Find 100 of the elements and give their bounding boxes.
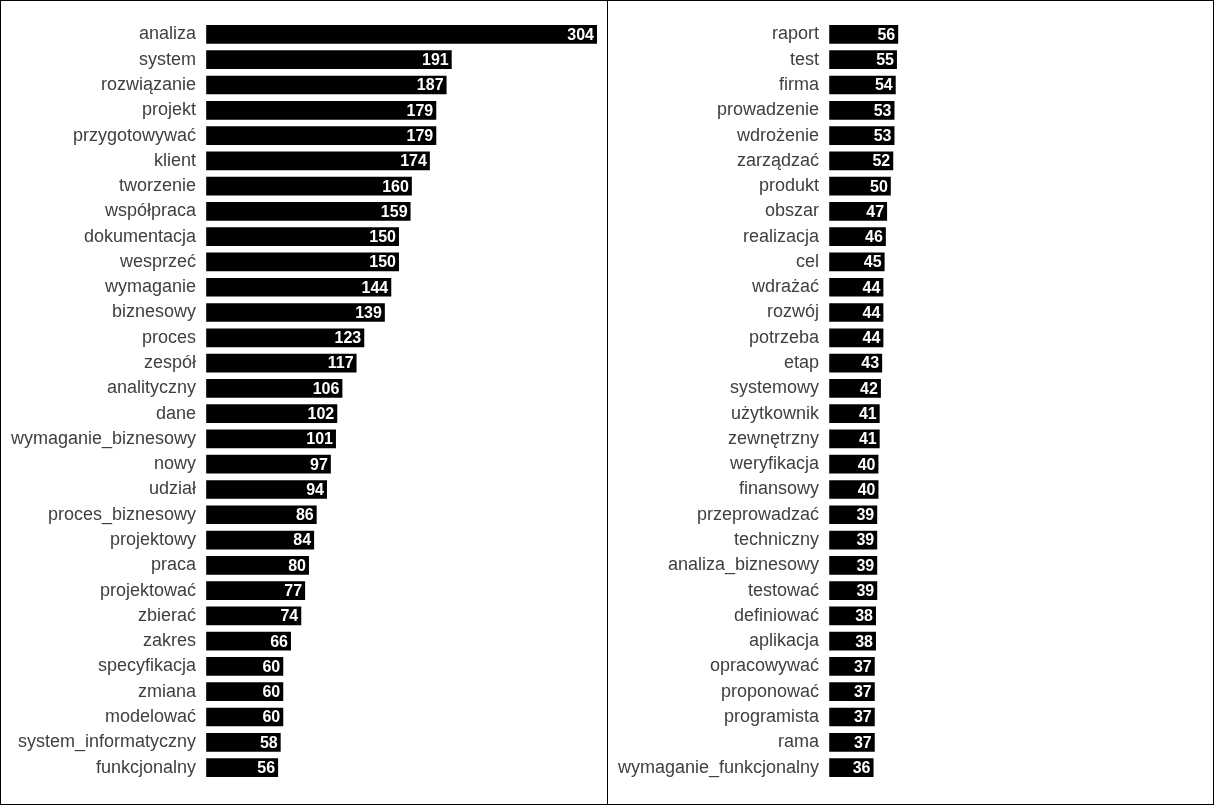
y-tick-label: zarządzać (736, 149, 819, 170)
y-tick-label: wdrażać (750, 276, 819, 297)
y-tick-label: obszar (764, 200, 819, 221)
bar (206, 631, 291, 651)
data-label: 52 (871, 152, 890, 170)
y-tick-label: specyfikacja (98, 655, 198, 676)
y-tick-label: rama (777, 731, 820, 752)
data-label: 187 (416, 76, 444, 94)
data-label: 174 (400, 152, 427, 170)
data-label: 60 (262, 708, 281, 726)
y-tick-label: raport (771, 23, 819, 44)
data-label: 86 (295, 506, 314, 524)
y-tick-label: przygotowywać (73, 124, 197, 145)
y-tick-label: definiować (733, 604, 819, 625)
y-tick-label: współpraca (104, 200, 198, 221)
y-tick-label: rozwiązanie (101, 73, 197, 94)
y-tick-label: rozwój (766, 301, 819, 322)
y-tick-label: proponować (720, 680, 819, 701)
bar (206, 202, 411, 221)
y-tick-label: etap (783, 352, 819, 373)
y-tick-label: zespół (144, 352, 197, 373)
y-tick-label: dokumentacja (84, 225, 198, 246)
data-label: 40 (857, 480, 876, 498)
data-label: 53 (873, 126, 892, 144)
y-tick-label: programista (723, 705, 820, 726)
y-tick-label: realizacja (742, 225, 820, 246)
y-tick-label: tworzenie (119, 175, 197, 196)
bar (206, 50, 452, 70)
bar (206, 379, 343, 398)
data-label: 39 (855, 556, 874, 574)
y-tick-label: produkt (758, 175, 819, 196)
data-label: 36 (852, 758, 871, 776)
data-label: 56 (876, 25, 895, 43)
data-label: 38 (854, 607, 873, 625)
data-label: 37 (853, 657, 872, 675)
bar (206, 100, 437, 120)
data-label: 37 (853, 683, 872, 701)
data-label: 39 (855, 582, 874, 600)
bar (206, 176, 412, 196)
data-label: 106 (312, 379, 340, 397)
data-label: 179 (406, 101, 434, 119)
data-label: 39 (855, 531, 874, 549)
data-label: 97 (310, 455, 328, 473)
data-label: 43 (860, 354, 879, 372)
y-tick-label: wymaganie (104, 276, 197, 297)
bar (206, 75, 447, 95)
data-label: 139 (355, 303, 382, 321)
bar (206, 328, 365, 348)
y-tick-label: wymaganie_biznesowy (9, 427, 197, 449)
y-tick-label: nowy (154, 453, 197, 474)
bar (206, 252, 399, 272)
y-tick-label: testować (747, 579, 819, 600)
data-label: 47 (865, 202, 884, 220)
bar (206, 555, 309, 575)
data-label: 150 (369, 253, 397, 271)
data-label: 56 (257, 758, 276, 776)
data-label: 60 (262, 683, 281, 701)
y-tick-label: wdrożenie (735, 124, 819, 145)
bar (206, 404, 338, 423)
data-label: 46 (864, 228, 883, 246)
y-tick-label: techniczny (733, 529, 819, 550)
data-label: 37 (853, 733, 872, 751)
y-tick-label: analiza_biznesowy (667, 554, 819, 576)
y-tick-label: test (789, 48, 819, 69)
data-label: 41 (858, 430, 877, 448)
bar (206, 480, 327, 499)
data-label: 77 (284, 582, 303, 600)
y-tick-label: system (139, 48, 197, 69)
bar (206, 303, 385, 322)
data-label: 54 (874, 76, 893, 94)
data-label: 38 (854, 632, 873, 650)
y-tick-label: funkcjonalny (96, 756, 197, 777)
bar (206, 505, 317, 525)
data-label: 66 (270, 632, 289, 650)
y-tick-label: praca (151, 554, 198, 575)
y-tick-label: projektowy (110, 529, 197, 550)
bar (206, 581, 306, 600)
y-tick-label: wesprzeć (119, 250, 197, 271)
data-label: 39 (855, 506, 874, 524)
data-label: 150 (369, 228, 397, 246)
data-label: 42 (859, 379, 878, 397)
bar (206, 353, 357, 373)
data-label: 304 (567, 25, 595, 43)
data-label: 144 (361, 278, 389, 296)
bar (206, 277, 392, 297)
y-tick-label: weryfikacja (728, 453, 820, 474)
bar (206, 126, 437, 145)
data-label: 160 (382, 177, 409, 195)
data-label: 179 (406, 126, 434, 144)
data-label: 41 (858, 405, 877, 423)
data-label: 37 (853, 708, 872, 726)
y-tick-label: opracowywać (709, 655, 819, 676)
data-label: 58 (259, 733, 278, 751)
y-tick-label: wymaganie_funkcjonalny (616, 756, 819, 778)
data-label: 191 (421, 51, 449, 69)
y-tick-label: zbierać (138, 604, 197, 625)
data-label: 80 (288, 556, 307, 574)
data-label: 74 (280, 607, 299, 625)
data-label: 159 (380, 202, 408, 220)
data-label: 45 (863, 253, 882, 271)
